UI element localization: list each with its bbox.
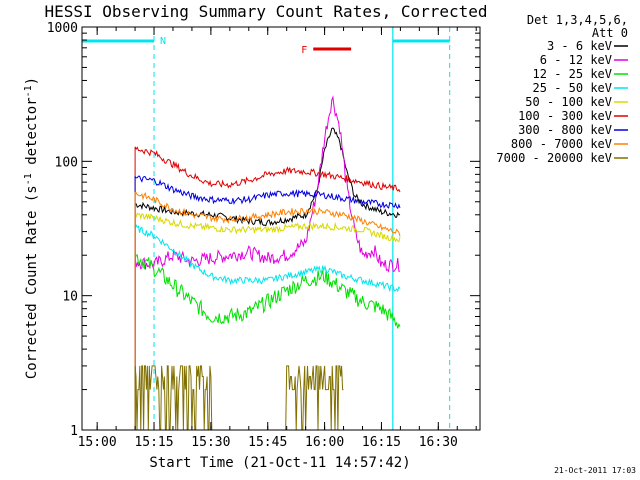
night-label: N <box>160 36 166 47</box>
chart-title: HESSI Observing Summary Count Rates, Cor… <box>44 2 487 21</box>
legend-label-2: 12 - 25 keV <box>533 67 612 81</box>
flare-label: F <box>301 45 307 56</box>
legend-label-0: 3 - 6 keV <box>547 39 612 53</box>
y-tick-label-1: 10 <box>62 290 78 305</box>
x-axis-label: Start Time (21-Oct-11 14:57:42) <box>149 455 410 471</box>
y-axis-label: Corrected Count Rate (s-1 detector-1) <box>23 77 41 379</box>
series-line-5 <box>134 146 401 429</box>
y-axis-label-sup1: -1 <box>23 173 34 185</box>
legend-label-5: 100 - 300 keV <box>518 109 612 123</box>
y-axis-label-mid: detector <box>24 97 40 173</box>
y-tick-label-3: 1000 <box>47 21 78 36</box>
x-tick-label-3: 15:45 <box>248 435 287 450</box>
x-tick-label-0: 15:00 <box>78 435 117 450</box>
y-tick-label-0: 1 <box>70 424 78 439</box>
plot-frame <box>81 26 481 431</box>
y-axis-label-main: Corrected Count Rate (s <box>24 185 40 379</box>
legend-label-1: 6 - 12 keV <box>540 53 612 67</box>
y-axis-label-sup2: -1 <box>23 85 34 97</box>
series-line-3 <box>134 224 401 429</box>
legend-label-7: 800 - 7000 keV <box>511 137 612 151</box>
legend-header-1: Att 0 <box>592 26 628 40</box>
y-axis-label-end: ) <box>24 77 40 85</box>
series-line-7 <box>134 191 401 429</box>
x-tick-label-1: 15:15 <box>134 435 173 450</box>
footer-timestamp: 21-Oct-2011 17:03 <box>554 466 636 475</box>
x-tick-label-5: 16:15 <box>362 435 401 450</box>
series-line-6 <box>134 175 401 429</box>
series-line-4 <box>134 212 401 429</box>
legend-label-3: 25 - 50 keV <box>533 81 612 95</box>
series-line-2 <box>134 254 401 429</box>
legend-label-4: 50 - 100 keV <box>525 95 612 109</box>
x-tick-label-6: 16:30 <box>419 435 458 450</box>
y-tick-label-2: 100 <box>55 155 78 170</box>
legend-label-6: 300 - 800 keV <box>518 123 612 137</box>
legend-header-0: Det 1,3,4,5,6, <box>527 13 628 27</box>
legend-label-8: 7000 - 20000 keV <box>496 151 612 165</box>
series-line-0 <box>134 127 401 429</box>
x-tick-label-4: 16:00 <box>305 435 344 450</box>
x-tick-label-2: 15:30 <box>191 435 230 450</box>
